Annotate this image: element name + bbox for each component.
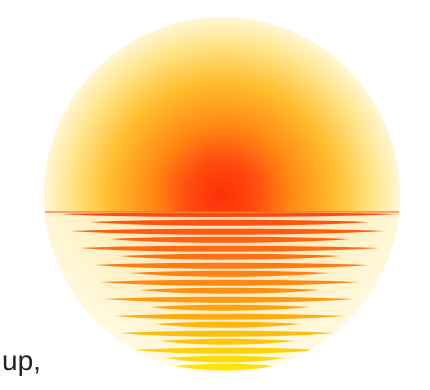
caption-text: up, xyxy=(2,345,41,376)
horizon-line xyxy=(44,211,400,213)
sun-reflection xyxy=(60,212,400,371)
